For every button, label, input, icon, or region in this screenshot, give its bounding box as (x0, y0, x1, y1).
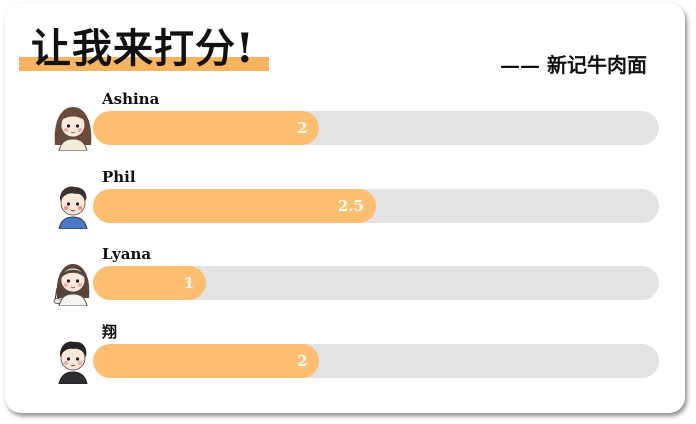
score-bar-track: 2 (93, 111, 659, 145)
restaurant-subtitle: —— 新记牛肉面 (500, 53, 647, 77)
score-bar-track: 2.5 (93, 189, 659, 223)
rating-row-ashina: Ashina 2 (5, 89, 685, 152)
score-bar-fill: 2 (93, 111, 320, 145)
boy-blue-shirt-avatar-icon (49, 179, 97, 230)
score-bar-fill: 1 (93, 266, 207, 300)
page-title: 让我来打分! (31, 25, 255, 72)
score-bar-track: 1 (93, 266, 659, 300)
rater-name: Ashina (102, 90, 160, 108)
score-value: 2 (296, 352, 308, 370)
rating-row-xiang: 翔 2 (5, 322, 685, 385)
rater-name: 翔 (102, 323, 118, 341)
boy-dark-hair-avatar-icon (49, 334, 97, 385)
rater-name: Lyana (102, 245, 152, 263)
rating-row-lyana: Lyana 1 (5, 244, 685, 307)
girl-long-hair-avatar-icon (49, 101, 97, 152)
score-value: 1 (183, 274, 195, 292)
title-highlight (19, 57, 269, 71)
rater-name: Phil (102, 168, 136, 186)
score-bar-track: 2 (93, 344, 659, 378)
rating-row-phil: Phil 2.5 (5, 167, 685, 230)
score-bar-fill: 2.5 (93, 189, 376, 223)
score-bar-fill: 2 (93, 344, 320, 378)
rating-card: 让我来打分! —— 新记牛肉面 Ashina 2 (5, 3, 685, 413)
score-value: 2.5 (337, 197, 364, 215)
girl-peace-sign-avatar-icon (49, 256, 97, 307)
score-value: 2 (296, 119, 308, 137)
